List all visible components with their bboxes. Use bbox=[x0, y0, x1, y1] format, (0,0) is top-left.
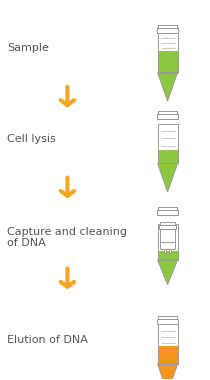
Bar bbox=[158, 33, 178, 73]
Bar bbox=[158, 124, 178, 150]
Bar bbox=[164, 249, 166, 253]
Bar bbox=[158, 325, 178, 364]
Bar bbox=[158, 51, 178, 73]
Text: Cell lysis: Cell lysis bbox=[7, 134, 56, 144]
Polygon shape bbox=[158, 260, 178, 285]
Polygon shape bbox=[158, 73, 178, 101]
Polygon shape bbox=[158, 163, 178, 192]
Polygon shape bbox=[158, 364, 178, 380]
Bar bbox=[158, 317, 177, 319]
Bar bbox=[159, 225, 176, 230]
Bar bbox=[158, 251, 178, 260]
Bar bbox=[160, 230, 175, 249]
Bar bbox=[158, 325, 178, 346]
Bar bbox=[158, 346, 178, 364]
Bar bbox=[158, 207, 177, 210]
Text: Capture and cleaning
of DNA: Capture and cleaning of DNA bbox=[7, 226, 127, 248]
Bar bbox=[158, 33, 178, 51]
Bar bbox=[169, 249, 171, 253]
Bar bbox=[157, 114, 178, 119]
Bar bbox=[160, 222, 175, 225]
Text: Sample: Sample bbox=[7, 43, 49, 53]
Bar bbox=[158, 150, 178, 163]
Text: Elution of DNA: Elution of DNA bbox=[7, 334, 88, 345]
Bar bbox=[157, 319, 178, 325]
Bar bbox=[157, 28, 178, 33]
Bar bbox=[158, 124, 178, 163]
Bar bbox=[157, 210, 178, 215]
Bar bbox=[158, 111, 177, 114]
Bar bbox=[158, 25, 177, 28]
Bar bbox=[158, 224, 178, 251]
Bar bbox=[158, 224, 178, 260]
